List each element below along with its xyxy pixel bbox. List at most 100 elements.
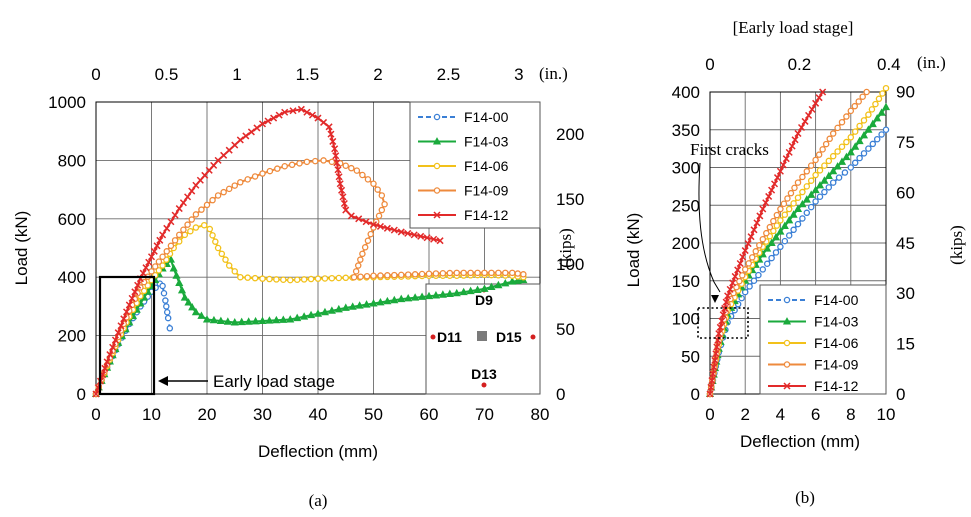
chart-a-point-f14-03 [223,317,232,325]
chart-a-point-f14-06 [155,267,163,274]
chart-b-y2-tick: 15 [896,335,915,354]
chart-b-point-f14-09 [812,156,819,164]
chart-a-point-f14-09 [342,162,349,170]
chart-a-point-f14-03 [466,286,475,295]
chart-b-y-tick: 0 [691,385,700,404]
chart-a-x2-unit: (in.) [539,64,568,83]
chart-a-point-f14-09 [288,161,296,169]
chart-b-point-f14-12 [771,180,779,188]
chart-b-point-f14-12 [726,285,734,293]
chart-a-point-f14-03 [265,316,274,324]
chart-a-point-f14-09 [474,269,481,277]
chart-a-point-f14-12 [106,351,114,359]
chart-a-point-f14-09 [198,206,205,213]
chart-a-point-f14-12 [327,130,335,138]
chart-a-point-f14-06 [307,275,315,283]
sensor-label-d11: D11 [437,329,462,345]
chart-a-point-f14-09 [353,167,361,174]
chart-a-point-f14-09 [244,176,251,183]
chart-b-point-f14-09 [791,184,798,192]
chart-a-point-f14-09 [359,250,366,258]
chart-a-point-f14-03 [209,315,219,324]
early-stage-arrowhead [158,376,168,386]
chart-a-point-f14-09 [320,157,327,164]
chart-a-point-f14-12 [145,258,153,266]
chart-a-point-f14-12 [334,166,342,174]
chart-a-point-f14-06 [259,275,266,282]
chart-a-series-f14-12 [95,108,441,395]
chart-b-point-f14-03 [771,232,781,241]
chart-b-point-f14-00 [794,220,802,228]
chart-a-x-tick: 0 [91,405,100,424]
chart-a-point-f14-06 [231,268,238,275]
chart-b-point-f14-09 [826,135,833,143]
chart-a-point-f14-12 [331,145,339,153]
chart-b-x-tick: 6 [811,405,820,424]
chart-a-point-f14-00 [166,325,174,332]
chart-a-point-f14-09 [411,271,419,278]
chart-b-point-f14-00 [759,266,767,273]
chart-a-point-f14-03 [191,307,200,316]
chart-a-point-f14-12 [281,108,289,116]
chart-a-point-f14-09 [381,200,388,208]
chart-a-point-f14-09 [359,171,366,179]
chart-a-legend-marker-f14-09 [433,187,441,194]
chart-a-point-f14-09 [397,271,405,279]
chart-a-point-f14-03 [306,310,316,319]
chart-a-point-f14-03 [320,307,330,316]
chart-b-point-f14-09 [773,211,781,219]
early-stage-box [98,275,156,396]
chart-a-point-f14-06 [212,238,219,245]
chart-b-point-f14-12 [739,253,747,261]
chart-a-point-f14-06 [200,221,208,229]
chart-a-point-f14-03 [376,297,385,306]
chart-a-point-f14-03 [411,293,420,301]
chart-b-point-f14-03 [837,157,847,165]
chart-a-point-f14-06 [225,262,233,269]
chart-a-point-f14-09 [425,270,433,277]
chart-b-point-f14-12 [797,123,806,132]
chart-a-point-f14-09 [384,272,391,279]
chart-b-legend-label-f14-12: F14-12 [814,378,859,394]
chart-a-point-f14-12 [171,211,179,219]
chart-a-point-f14-03 [180,293,189,301]
chart-b-point-f14-09 [859,93,866,100]
chart-a-x2-tick: 3 [514,65,523,84]
chart-a-point-f14-03 [313,309,323,317]
chart-a-point-f14-12 [329,137,337,145]
chart-b-legend-label-f14-09: F14-09 [814,357,859,373]
chart-a-point-f14-06 [280,276,287,284]
chart-a-point-f14-09 [155,258,163,265]
chart-b-point-f14-06 [882,84,890,92]
chart-a-point-f14-06 [251,274,259,282]
chart-b-point-f14-12 [708,377,716,385]
chart-b-point-f14-12 [715,330,723,338]
chart-a-x-tick: 80 [531,405,550,424]
chart-a-point-f14-03 [286,315,295,323]
chart-a-point-f14-03 [188,302,197,311]
chart-b-x-label: Deflection (mm) [740,432,860,451]
chart-b-point-f14-06 [794,194,802,201]
chart-b-x2-tick: 0.2 [788,55,812,74]
chart-a-point-f14-06 [187,227,194,235]
chart-a-point-f14-12 [225,146,233,154]
chart-a-point-f14-09 [488,269,495,277]
chart-b-point-f14-12 [716,323,724,331]
chart-a-point-f14-03 [216,316,225,325]
chart-b-point-f14-06 [872,100,879,108]
chart-a-point-f14-12 [347,212,355,220]
chart-a-x-tick: 10 [142,405,161,424]
chart-b-point-f14-09 [803,168,811,175]
chart-b-point-f14-03 [855,136,864,145]
chart-a-point-f14-03 [348,302,357,310]
chart-b-point-f14-06 [868,106,876,113]
chart-b-point-f14-03 [873,113,882,122]
chart-b-point-f14-00 [750,277,758,284]
chart-b-point-f14-03 [833,162,842,170]
chart-a-legend-marker-f14-12 [433,211,441,219]
chart-a-point-f14-12 [242,132,250,140]
chart-a-point-f14-12 [335,173,343,181]
chart-a-point-f14-12 [332,152,340,160]
chart-a-point-f14-12 [147,253,156,261]
chart-b-point-f14-03 [846,147,855,156]
